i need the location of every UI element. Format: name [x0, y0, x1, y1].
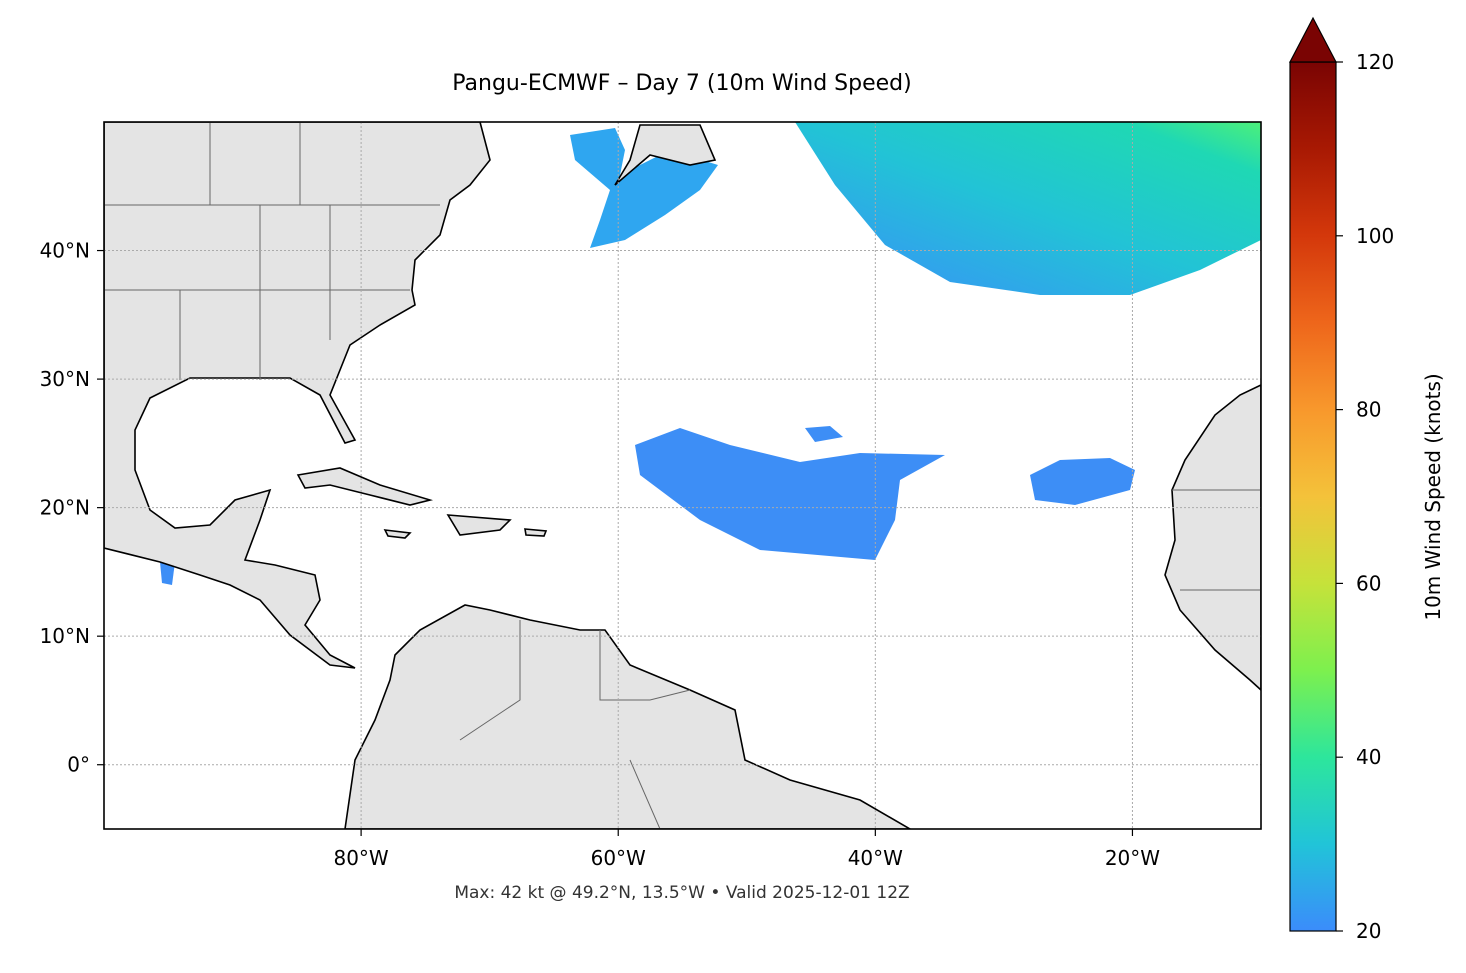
- land: [524, 528, 548, 537]
- y-tick-label: 30°N: [40, 367, 90, 391]
- land: [1164, 384, 1261, 692]
- colorbar-tick-label: 80: [1356, 398, 1381, 422]
- land: [344, 604, 912, 829]
- land: [104, 122, 491, 669]
- colorbar: [1289, 61, 1337, 932]
- axes-frame: [103, 121, 1262, 830]
- colorbar-tick-label: 60: [1356, 571, 1381, 595]
- colorbar-tick-label: 100: [1356, 224, 1394, 248]
- x-tick-label: 40°W: [848, 846, 903, 870]
- land: [446, 514, 512, 536]
- x-tick-label: 60°W: [591, 846, 646, 870]
- y-tick-label: 40°N: [40, 239, 90, 263]
- land: [383, 529, 412, 539]
- colorbar-tick-label: 120: [1356, 50, 1394, 74]
- y-tick-label: 10°N: [40, 624, 90, 648]
- land: [614, 124, 717, 186]
- wind-field: [1030, 458, 1135, 505]
- land: [296, 467, 434, 506]
- colorbar-tick-label: 40: [1356, 745, 1381, 769]
- border: [104, 122, 1261, 829]
- chart-title: Pangu-ECMWF – Day 7 (10m Wind Speed): [452, 71, 911, 96]
- wind-field: [635, 428, 945, 560]
- grid: [104, 122, 1261, 829]
- y-tick-label: 20°N: [40, 496, 90, 520]
- footer: Max: 42 kt @ 49.2°N, 13.5°W • Valid 2025…: [454, 883, 909, 903]
- wind-field: [805, 426, 843, 442]
- wind-field: [160, 562, 175, 585]
- colorbar-tick-label: 20: [1356, 919, 1381, 943]
- colorbar-extend: [1289, 16, 1337, 63]
- x-tick-label: 20°W: [1105, 846, 1160, 870]
- map: [104, 122, 1261, 829]
- x-tick-label: 80°W: [333, 846, 388, 870]
- wind-field: [795, 122, 1261, 295]
- y-tick-label: 0°: [67, 753, 90, 777]
- colorbar-label: 10m Wind Speed (knots): [1421, 373, 1445, 620]
